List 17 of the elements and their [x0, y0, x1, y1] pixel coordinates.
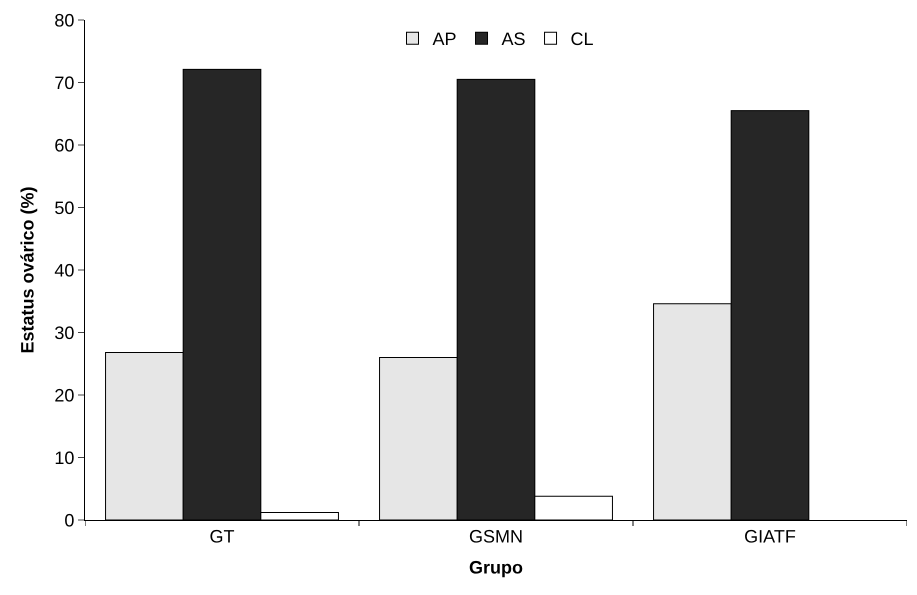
legend-label: AP [432, 29, 457, 50]
y-tick-label: 20 [54, 385, 74, 406]
legend-label: AS [502, 29, 526, 50]
y-tick-label: 70 [54, 72, 74, 93]
x-tick-label: GIATF [744, 526, 796, 547]
y-tick-label: 50 [54, 198, 74, 218]
x-tick-label: GT [210, 526, 234, 547]
legend-label: CL [570, 29, 594, 50]
y-tick-label: 60 [54, 135, 74, 156]
y-tick-label: 40 [54, 260, 74, 280]
y-tick-label: 30 [54, 322, 74, 343]
y-tick-label: 80 [54, 10, 74, 30]
x-axis-title: Grupo [469, 558, 523, 578]
y-tick-label: 10 [54, 448, 74, 468]
x-tick-label: GSMN [469, 526, 523, 547]
y-tick-label: 0 [64, 510, 74, 530]
y-axis-title: Estatus ovárico (%) [18, 186, 38, 354]
